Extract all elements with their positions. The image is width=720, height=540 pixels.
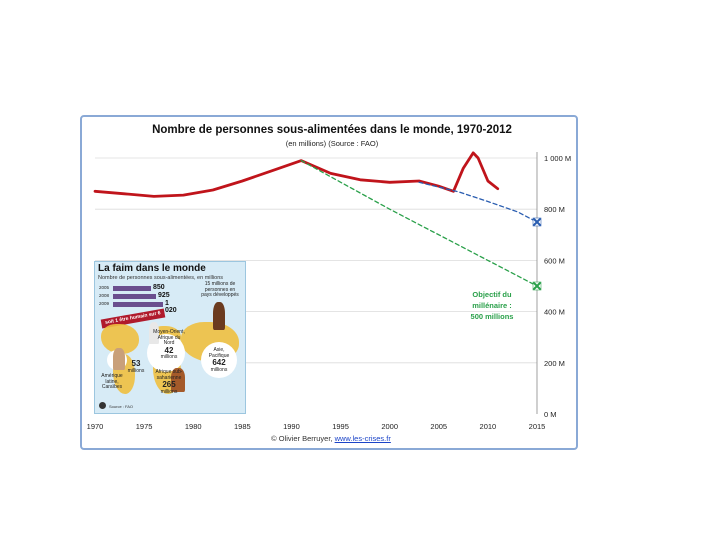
chart-frame: Nombre de personnes sous-alimentées dans… [80, 115, 578, 450]
target-marker-x [533, 218, 541, 226]
credit-prefix: © Olivier Berruyer, [271, 434, 335, 443]
x-tick-label: 1995 [332, 422, 349, 431]
person-figure [113, 348, 125, 370]
x-tick-label: 1985 [234, 422, 251, 431]
inset-bar-year: 2009 [99, 301, 110, 306]
y-tick-label: 0 M [544, 410, 557, 419]
objective-annotation: 500 millions [471, 312, 514, 321]
x-tick-label: 1975 [136, 422, 153, 431]
y-tick-label: 1 000 M [544, 154, 571, 163]
region-asia-pacific: Asie, Pacifique 642 millions [208, 347, 230, 373]
credit-line: © Olivier Berruyer, www.les-crises.fr [82, 434, 580, 443]
chart-subtitle: (en millions) (Source : FAO) [285, 139, 379, 148]
inset-bar [113, 294, 156, 299]
map-circle [201, 342, 237, 378]
inset-bar [113, 286, 151, 291]
y-tick-label: 800 M [544, 205, 565, 214]
inset-bar-year: 2008 [99, 293, 110, 298]
region-latin-america: 53 millions [127, 359, 145, 374]
objective-annotation: millénaire : [472, 301, 512, 310]
inset-title: La faim dans le monde [98, 263, 206, 274]
inset-subtitle: Nombre de personnes sous-alimentées, en … [98, 275, 224, 281]
inset-bar-value: 850 [153, 284, 165, 291]
series-line-2 [300, 159, 538, 287]
copyright-icon [99, 402, 106, 409]
x-tick-label: 2000 [381, 422, 398, 431]
x-tick-label: 2005 [430, 422, 447, 431]
person-figure [171, 368, 185, 392]
x-tick-label: 1990 [283, 422, 300, 431]
y-tick-label: 400 M [544, 308, 565, 317]
target-marker-x [533, 282, 541, 290]
line-chart: 0 M 200 M 400 M 600 M 800 M 1 000 M 1970 1975 19… [87, 151, 571, 431]
y-tick-label: 600 M [544, 256, 565, 265]
region-middle-east: Moyen-Orient, Afrique du Nord 42 million… [153, 329, 185, 361]
inset-infographic: La faim dans le monde Nombre de personne… [94, 261, 246, 414]
x-tick-label: 2010 [480, 422, 497, 431]
inset-bar-year: 2005 [99, 285, 110, 290]
developed-countries-note: 15 millions de personnes en pays dévelop… [201, 281, 239, 298]
inset-bar-value: 925 [158, 292, 170, 299]
objective-annotation: Objectif du [472, 290, 512, 299]
series-line-0 [93, 151, 500, 198]
inset-bar [113, 302, 163, 307]
region-subsaharan-africa: Afrique sub-saharienne 265 millions [155, 369, 183, 395]
inset-source: Source : FAO [109, 404, 134, 409]
inset-bar-value: 1 020 [165, 300, 177, 314]
series-line-1 [418, 181, 538, 223]
x-tick-label: 2015 [529, 422, 546, 431]
x-tick-label: 1980 [185, 422, 202, 431]
person-figure [149, 322, 159, 344]
region-latin-america-label: Amérique latine, Caraïbes [101, 373, 123, 390]
person-figure [213, 302, 225, 330]
x-tick-label: 1970 [87, 422, 104, 431]
y-tick-label: 200 M [544, 359, 565, 368]
credit-link[interactable]: www.les-crises.fr [334, 434, 391, 443]
chart-title: Nombre de personnes sous-alimentées dans… [152, 124, 512, 136]
